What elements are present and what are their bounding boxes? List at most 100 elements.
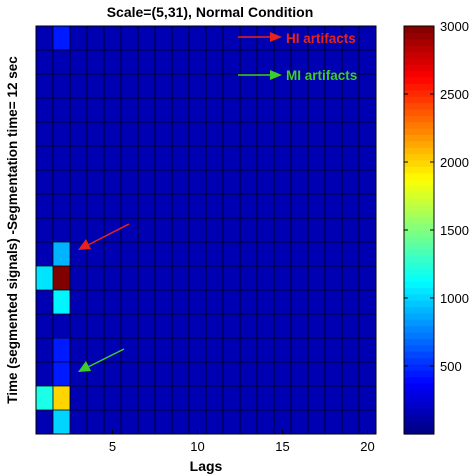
heatmap-cell bbox=[87, 386, 104, 410]
heatmap-cell bbox=[325, 266, 342, 290]
heatmap-cell bbox=[104, 74, 121, 98]
heatmap-cell bbox=[189, 26, 206, 50]
heatmap-cell bbox=[274, 314, 291, 338]
colorbar-stripe bbox=[404, 57, 434, 65]
heatmap-cell bbox=[155, 122, 172, 146]
heatmap-cell bbox=[206, 218, 223, 242]
cell-grid bbox=[36, 26, 376, 434]
heatmap-cell bbox=[104, 338, 121, 362]
heatmap-cell bbox=[223, 266, 240, 290]
colorbar-stripe bbox=[404, 370, 434, 378]
heatmap-cell bbox=[342, 266, 359, 290]
heatmap-cell bbox=[359, 242, 376, 266]
heatmap-cell bbox=[104, 98, 121, 122]
heatmap-cell bbox=[189, 290, 206, 314]
heatmap-cell bbox=[155, 242, 172, 266]
heatmap-cell bbox=[325, 242, 342, 266]
heatmap-cell bbox=[291, 74, 308, 98]
heatmap-cell bbox=[87, 314, 104, 338]
heatmap-cell bbox=[138, 98, 155, 122]
heatmap-cell bbox=[206, 362, 223, 386]
colorbar-stripe bbox=[404, 236, 434, 244]
heatmap-cell bbox=[274, 266, 291, 290]
heatmap-cell bbox=[172, 98, 189, 122]
heatmap-cell bbox=[342, 242, 359, 266]
heatmap-cell bbox=[87, 122, 104, 146]
heatmap-cell bbox=[70, 98, 87, 122]
heatmap-cell bbox=[257, 26, 274, 50]
heatmap-cell bbox=[155, 74, 172, 98]
heatmap-cell bbox=[53, 290, 70, 314]
heatmap-cell bbox=[342, 122, 359, 146]
heatmap-cell bbox=[155, 218, 172, 242]
heatmap-cell bbox=[257, 194, 274, 218]
heatmap-cell bbox=[172, 170, 189, 194]
heatmap-cell bbox=[87, 50, 104, 74]
heatmap-cell bbox=[104, 194, 121, 218]
heatmap-cell bbox=[274, 338, 291, 362]
heatmap-cell bbox=[342, 386, 359, 410]
heatmap-cell bbox=[70, 218, 87, 242]
heatmap-cell bbox=[240, 218, 257, 242]
heatmap-cell bbox=[206, 338, 223, 362]
heatmap-cell bbox=[308, 410, 325, 434]
heatmap-cell bbox=[308, 362, 325, 386]
heatmap-cell bbox=[206, 98, 223, 122]
heatmap-cell bbox=[155, 362, 172, 386]
heatmap-cell bbox=[206, 50, 223, 74]
heatmap-cell bbox=[223, 146, 240, 170]
heatmap-cell bbox=[70, 386, 87, 410]
heatmap-cell bbox=[172, 26, 189, 50]
colorbar-stripe bbox=[404, 338, 434, 346]
heatmap-cell bbox=[240, 146, 257, 170]
heatmap-cell bbox=[53, 266, 70, 290]
heatmap-cell bbox=[138, 410, 155, 434]
heatmap-cell bbox=[53, 122, 70, 146]
heatmap-cell bbox=[308, 266, 325, 290]
heatmap-cell bbox=[70, 410, 87, 434]
heatmap-cell bbox=[291, 266, 308, 290]
heatmap-cell bbox=[308, 338, 325, 362]
heatmap-cell bbox=[325, 386, 342, 410]
heatmap-cell bbox=[308, 170, 325, 194]
heatmap-cell bbox=[206, 410, 223, 434]
heatmap-cell bbox=[172, 314, 189, 338]
heatmap-cell bbox=[172, 74, 189, 98]
heatmap-cell bbox=[189, 386, 206, 410]
heatmap-cell bbox=[342, 170, 359, 194]
heatmap-cell bbox=[223, 314, 240, 338]
heatmap-cell bbox=[223, 122, 240, 146]
heatmap-cell bbox=[155, 26, 172, 50]
colorbar-stripe bbox=[404, 230, 434, 237]
mi-pointer-arrow bbox=[78, 348, 125, 372]
colorbar-stripe bbox=[404, 223, 434, 231]
heatmap-cell bbox=[257, 50, 274, 74]
heatmap-cell bbox=[206, 386, 223, 410]
heatmap-cell bbox=[240, 170, 257, 194]
heatmap-cell bbox=[104, 362, 121, 386]
heatmap-cell bbox=[87, 242, 104, 266]
colorbar-stripe bbox=[404, 242, 434, 250]
heatmap-cell bbox=[36, 98, 53, 122]
heatmap-cell bbox=[138, 194, 155, 218]
colorbar-stripe bbox=[404, 64, 434, 72]
heatmap-cell bbox=[53, 242, 70, 266]
heatmap-cell bbox=[121, 242, 138, 266]
heatmap-cell bbox=[325, 314, 342, 338]
heatmap-cell bbox=[36, 74, 53, 98]
heatmap-cell bbox=[308, 290, 325, 314]
colorbar-stripe bbox=[404, 134, 434, 142]
colorbar-stripe bbox=[404, 115, 434, 123]
heatmap-cell bbox=[104, 170, 121, 194]
heatmap-cell bbox=[240, 314, 257, 338]
colorbar-stripe bbox=[404, 102, 434, 110]
heatmap-cell bbox=[291, 218, 308, 242]
heatmap-cell bbox=[274, 290, 291, 314]
heatmap-cell bbox=[206, 146, 223, 170]
heatmap-cell bbox=[325, 338, 342, 362]
heatmap-cell bbox=[189, 410, 206, 434]
heatmap-cell bbox=[291, 50, 308, 74]
heatmap-cell bbox=[257, 386, 274, 410]
heatmap-cell bbox=[342, 290, 359, 314]
heatmap-cell bbox=[70, 50, 87, 74]
